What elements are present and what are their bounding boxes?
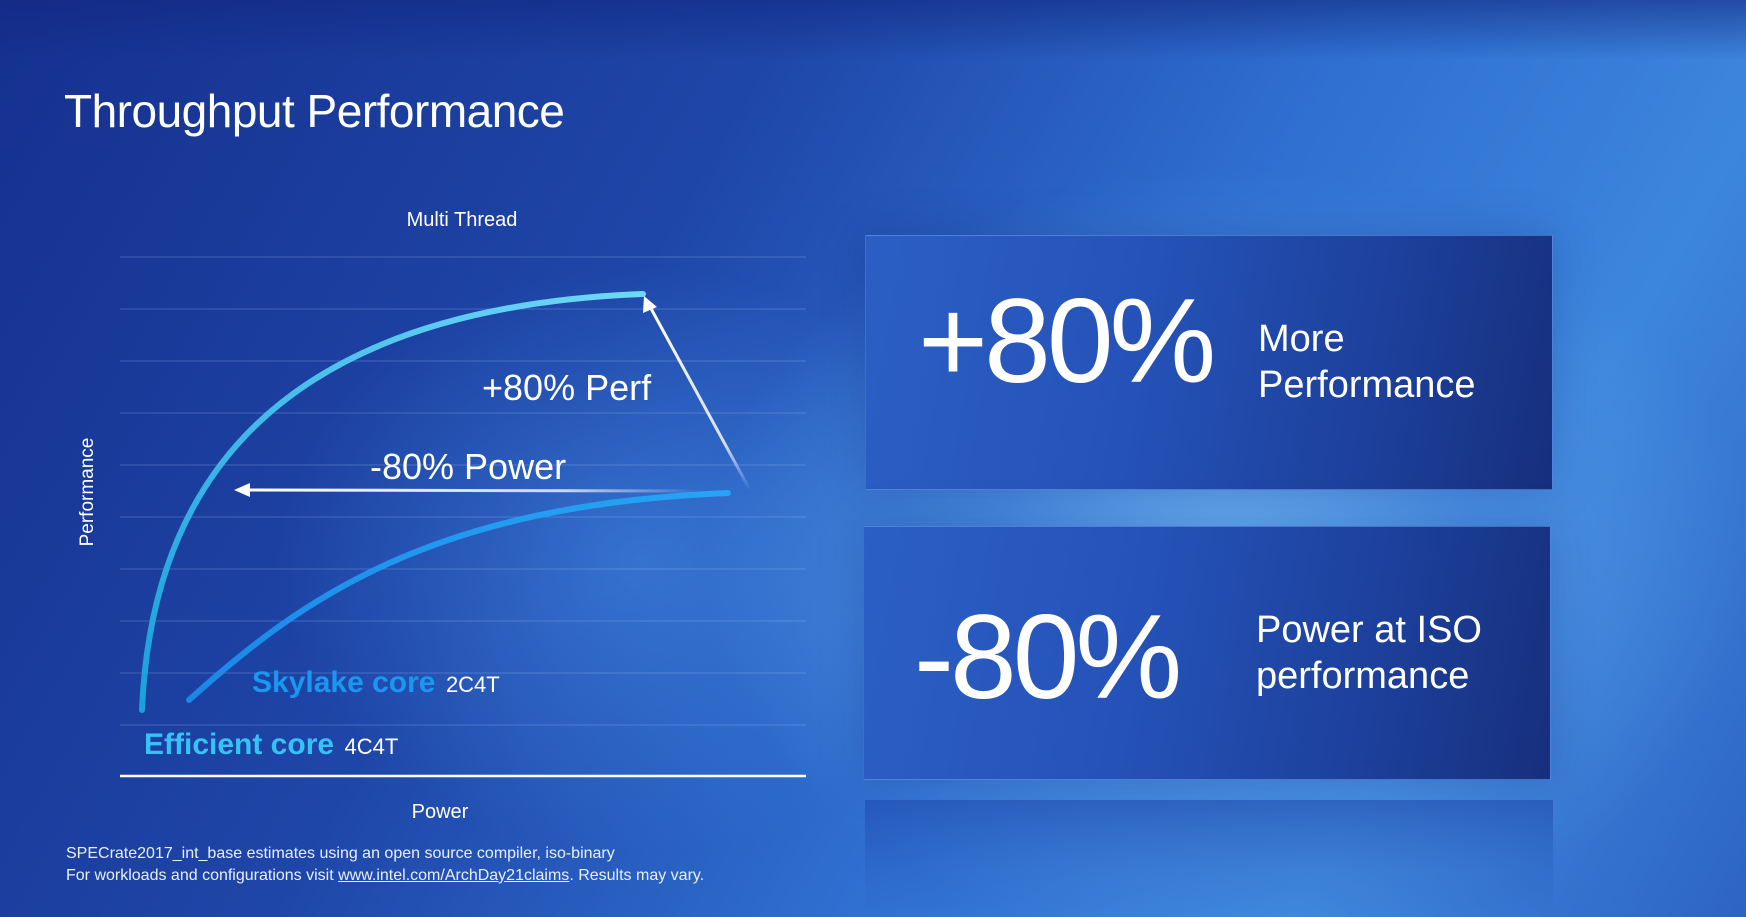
perf-arrow-shaft [646,302,752,491]
performance-stat-panel: +80% More Performance [865,235,1553,490]
annotation-perf: +80% Perf [482,367,652,408]
perf-arrowhead [643,296,657,313]
y-axis-label: Performance [77,438,98,547]
top-band [0,0,1746,60]
footnote-line-1: SPECrate2017_int_base estimates using an… [66,845,615,862]
performance-stat-label: More Performance [1258,318,1476,406]
series-line-skylake-core [186,490,731,703]
series-line-efficient-core [139,291,646,713]
footnote-suffix: . Results may vary. [569,867,705,884]
power-stat-label: Power at ISO performance [1256,609,1482,697]
power-arrowhead [234,483,250,497]
page-title: Throughput Performance [64,85,565,137]
footnote-prefix: For workloads and configurations visit [66,867,339,884]
power-stat-panel: -80% Power at ISO performance [863,526,1551,780]
performance-stat-value: +80% [918,274,1216,408]
panel-reflection [865,800,1553,917]
legend-skylake-config: 2C4T [446,672,500,697]
annotation-power: -80% Power [370,446,566,487]
footnote-line-2: For workloads and configurations visit w… [66,865,704,887]
legend-skylake-name: Skylake core [252,666,435,699]
power-arrow-shaft [247,488,701,493]
chart-title: Multi Thread [407,209,518,231]
gridlines [120,256,806,726]
claims-link[interactable]: www.intel.com/ArchDay21claims [338,867,570,884]
footnote: SPECrate2017_int_base estimates using an… [66,843,704,887]
x-axis-label: Power [412,801,469,820]
legend-efficient-config: 4C4T [345,734,399,759]
legend-efficient: Efficient core 4C4T [144,728,398,761]
legend-skylake: Skylake core 2C4T [252,666,500,699]
performance-power-chart: Multi Thread Performance Power +80% Perf… [77,209,806,820]
power-stat-value: -80% [914,590,1182,724]
legend-efficient-name: Efficient core [144,728,334,761]
